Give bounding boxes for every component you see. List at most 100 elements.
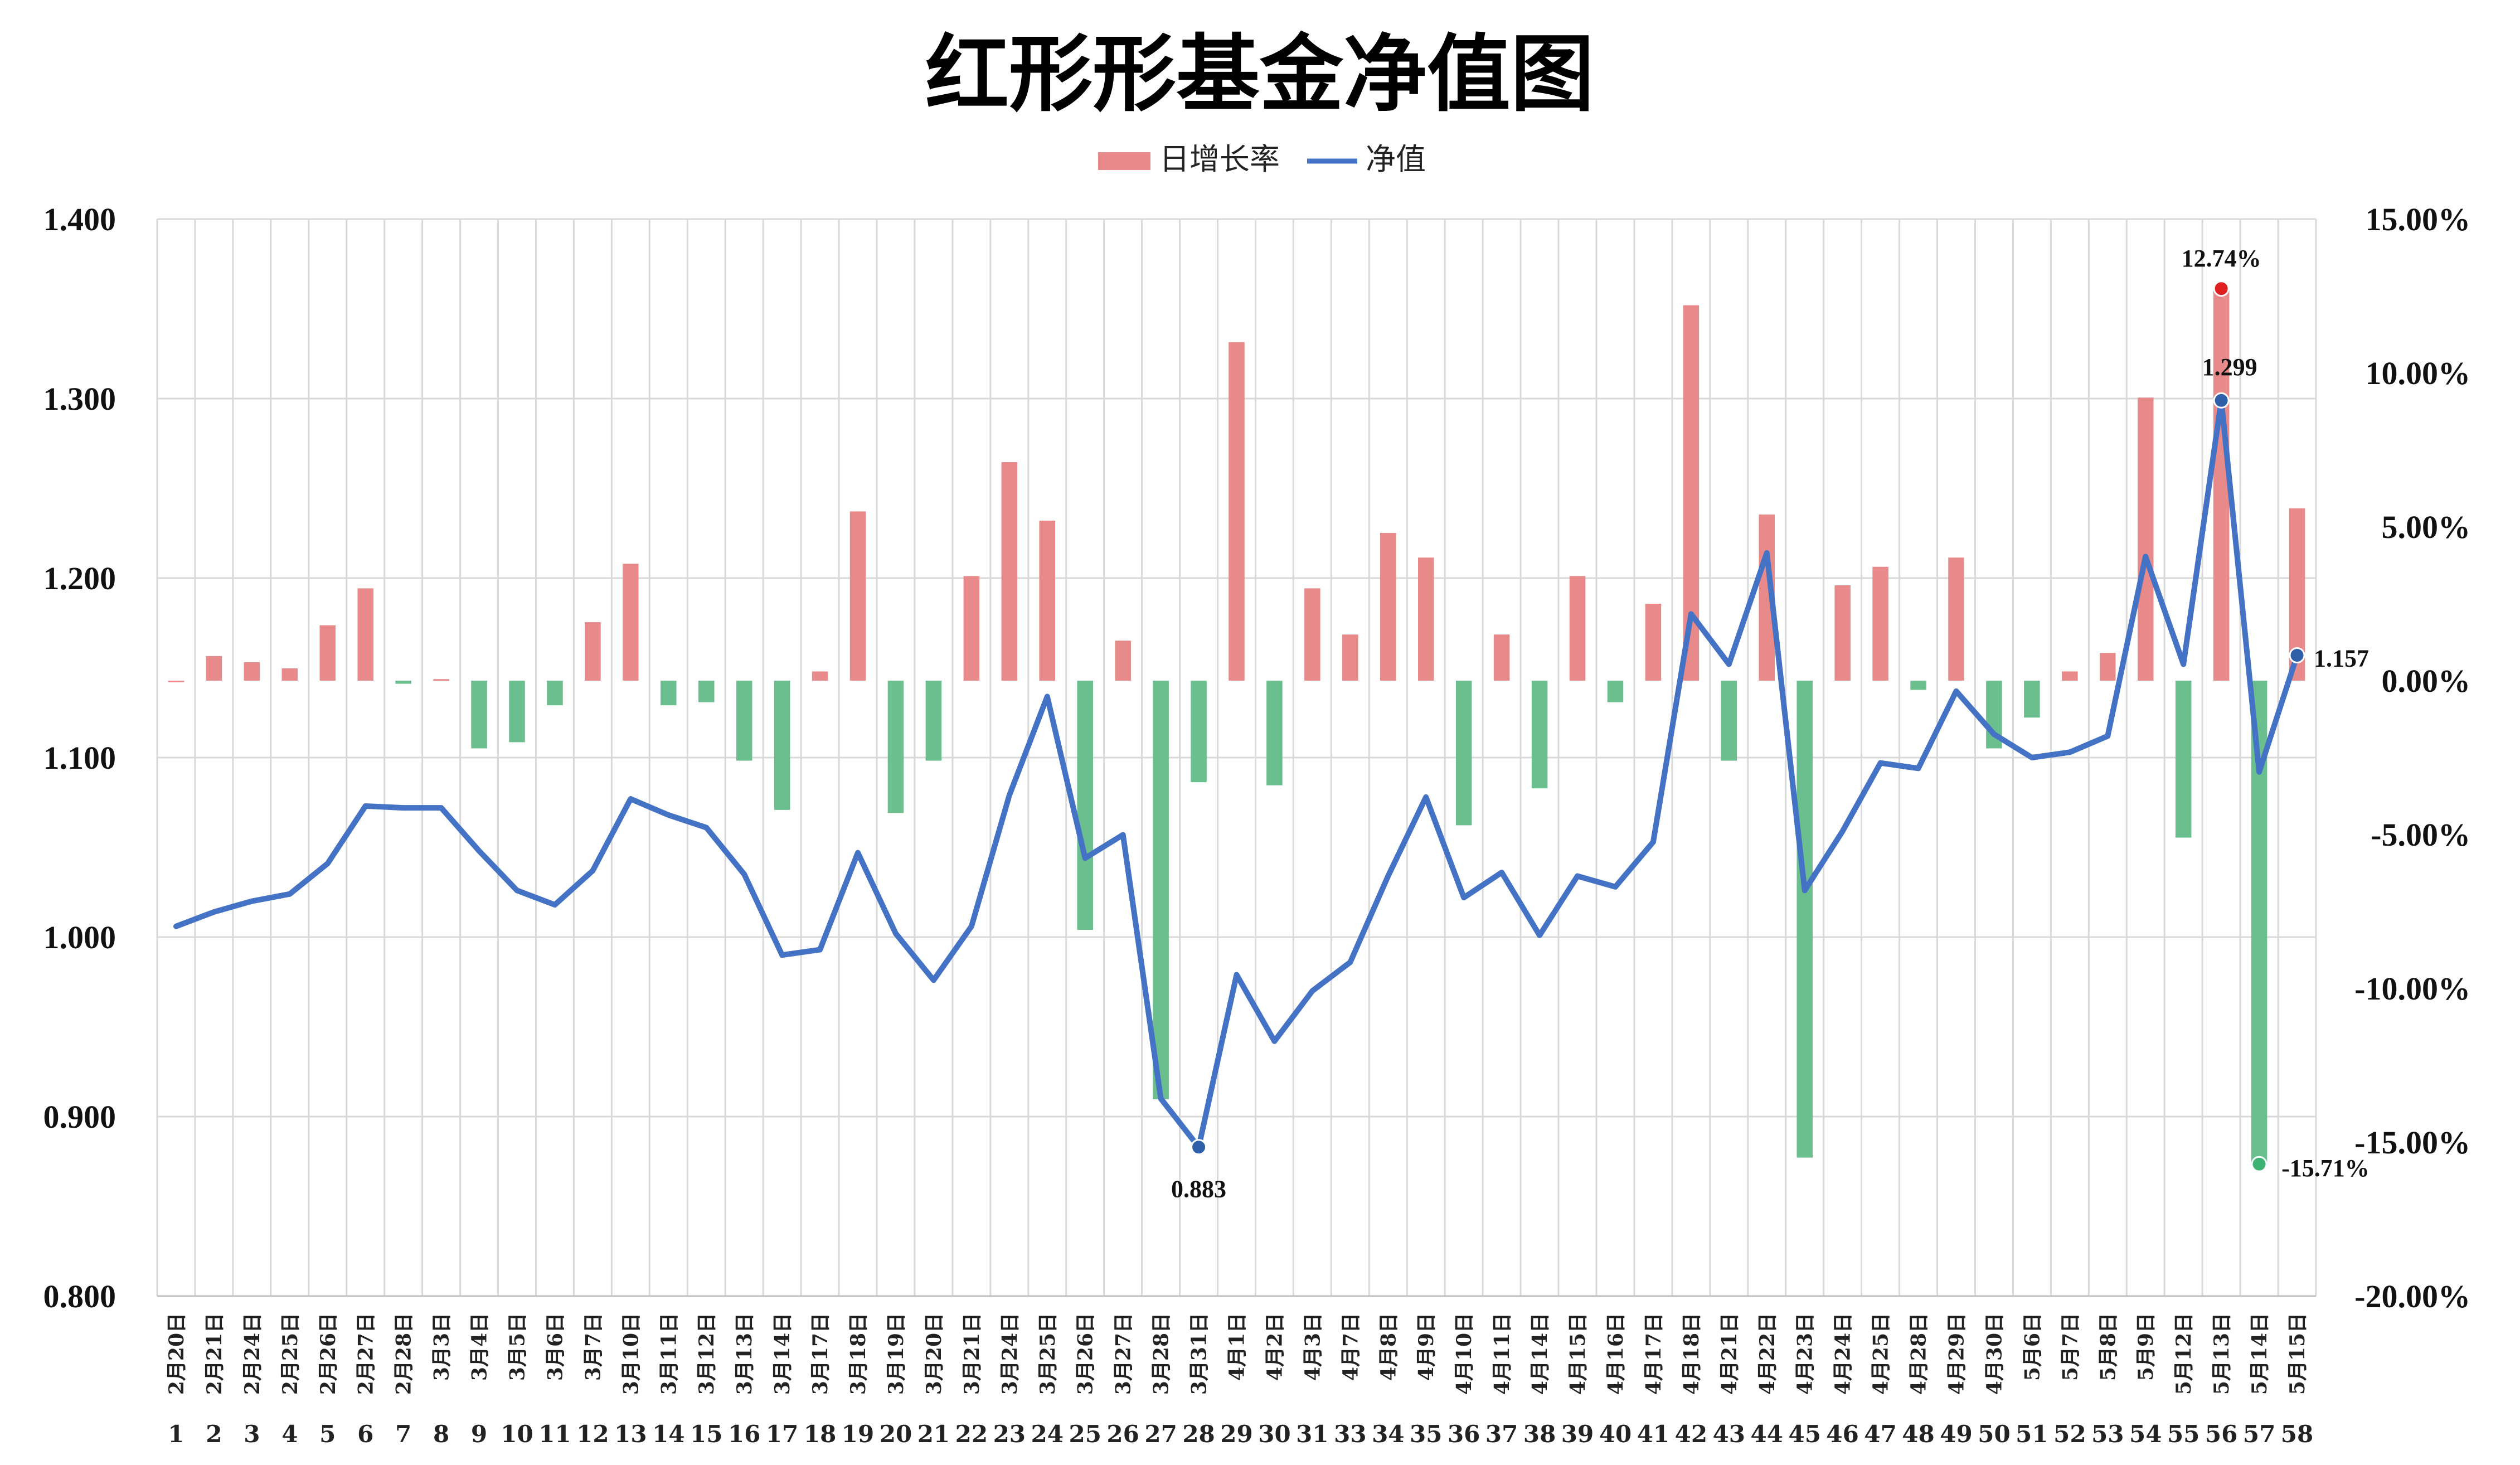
x-date-label-group: 4月17日 xyxy=(1642,1313,1666,1395)
x-date-label: 3月18日 xyxy=(847,1313,870,1395)
x-date-label: 3月19日 xyxy=(885,1313,908,1395)
x-date-label-group: 3月24日 xyxy=(998,1313,1022,1395)
bar-4月29日 xyxy=(1948,557,1964,681)
x-date-label: 2月21日 xyxy=(203,1313,226,1395)
x-date-label: 4月28日 xyxy=(1907,1313,1931,1395)
x-date-label-group: 4月21日 xyxy=(1718,1313,1741,1395)
x-index-label: 18 xyxy=(804,1420,836,1448)
bar-3月3日 xyxy=(433,679,449,681)
x-date-label-group: 2月25日 xyxy=(279,1313,302,1395)
bar-3月19日 xyxy=(887,681,904,813)
x-index-label: 26 xyxy=(1106,1420,1139,1448)
x-date-label: 4月21日 xyxy=(1718,1313,1741,1395)
x-date-label: 3月24日 xyxy=(998,1313,1022,1395)
y-right-tick-label: 10.00% xyxy=(2366,355,2471,391)
bar-4月28日 xyxy=(1910,681,1926,690)
x-date-label: 3月27日 xyxy=(1112,1313,1135,1395)
bar-2月25日 xyxy=(281,668,298,681)
x-index-label: 53 xyxy=(2091,1420,2124,1448)
x-index-label: 3 xyxy=(244,1420,260,1448)
x-index-label: 54 xyxy=(2129,1420,2162,1448)
y-left-tick-label: 1.000 xyxy=(43,919,116,955)
x-index-label: 38 xyxy=(1523,1420,1556,1448)
x-index-label: 25 xyxy=(1069,1420,1101,1448)
x-date-label-group: 4月29日 xyxy=(1945,1313,1969,1395)
x-date-label-group: 4月23日 xyxy=(1794,1313,1817,1395)
x-date-label-group: 4月25日 xyxy=(1870,1313,1893,1395)
x-date-label-group: 3月28日 xyxy=(1150,1313,1173,1395)
bar-4月11日 xyxy=(1493,634,1510,681)
legend-bar-swatch xyxy=(1098,152,1150,170)
bar-4月16日 xyxy=(1607,681,1624,702)
x-date-label: 4月16日 xyxy=(1604,1313,1628,1395)
y-left-tick-label: 1.200 xyxy=(43,560,116,596)
x-date-label-group: 4月14日 xyxy=(1528,1313,1552,1395)
x-date-label: 3月25日 xyxy=(1036,1313,1060,1395)
bar-2月24日 xyxy=(244,662,260,681)
x-date-label: 3月3日 xyxy=(430,1313,454,1381)
x-date-label: 3月14日 xyxy=(771,1313,794,1395)
x-date-label-group: 5月8日 xyxy=(2096,1313,2120,1381)
y-right-tick-label: -5.00% xyxy=(2371,817,2470,853)
x-date-label-group: 5月12日 xyxy=(2172,1313,2196,1395)
bar-3月17日 xyxy=(812,671,828,681)
bar-4月3日 xyxy=(1304,588,1320,681)
x-date-label: 3月11日 xyxy=(657,1313,681,1395)
bar-5月9日 xyxy=(2137,397,2154,681)
x-date-label: 4月8日 xyxy=(1377,1313,1400,1381)
x-index-label: 6 xyxy=(357,1420,373,1448)
x-index-label: 39 xyxy=(1561,1420,1594,1448)
x-date-label-group: 4月10日 xyxy=(1453,1313,1476,1395)
x-date-label: 5月8日 xyxy=(2096,1313,2120,1381)
y-right-tick-label: 5.00% xyxy=(2382,509,2471,545)
x-index-label: 33 xyxy=(1334,1420,1366,1448)
x-index-label: 35 xyxy=(1410,1420,1442,1448)
x-date-label-group: 3月21日 xyxy=(960,1313,984,1395)
x-date-label: 4月22日 xyxy=(1756,1313,1779,1395)
bar-3月27日 xyxy=(1115,641,1131,681)
x-date-label: 3月28日 xyxy=(1150,1313,1173,1395)
x-index-label: 45 xyxy=(1788,1420,1820,1448)
x-date-label-group: 5月14日 xyxy=(2248,1313,2271,1395)
x-date-label: 5月7日 xyxy=(2058,1313,2082,1381)
x-date-label-group: 3月27日 xyxy=(1112,1313,1135,1395)
x-date-label-group: 4月22日 xyxy=(1756,1313,1779,1395)
x-index-label: 13 xyxy=(614,1420,647,1448)
x-index-label: 36 xyxy=(1448,1420,1480,1448)
x-date-label-group: 4月30日 xyxy=(1983,1313,2006,1395)
y-left-tick-label: 0.900 xyxy=(43,1099,116,1135)
x-date-label-group: 4月9日 xyxy=(1415,1313,1438,1381)
x-date-label-group: 5月6日 xyxy=(2021,1313,2044,1381)
x-index-label: 19 xyxy=(842,1420,874,1448)
annotation-min: -15.71% xyxy=(2281,1154,2370,1182)
x-index-label: 46 xyxy=(1826,1420,1858,1448)
x-date-label-group: 3月4日 xyxy=(468,1313,492,1381)
x-date-label: 3月10日 xyxy=(619,1313,643,1395)
x-date-label: 2月27日 xyxy=(355,1313,378,1395)
x-date-label: 4月30日 xyxy=(1983,1313,2006,1395)
x-index-label: 8 xyxy=(433,1420,449,1448)
x-date-label: 4月17日 xyxy=(1642,1313,1666,1395)
y-right-tick-label: -10.00% xyxy=(2354,971,2470,1007)
x-date-label: 5月12日 xyxy=(2172,1313,2196,1395)
x-date-label: 4月23日 xyxy=(1794,1313,1817,1395)
bar-3月26日 xyxy=(1077,681,1093,930)
x-index-label: 9 xyxy=(471,1420,487,1448)
x-index-label: 10 xyxy=(501,1420,533,1448)
y-right-tick-label: -15.00% xyxy=(2354,1124,2470,1161)
x-date-label: 3月26日 xyxy=(1074,1313,1098,1395)
x-index-label: 55 xyxy=(2167,1420,2199,1448)
x-date-label-group: 4月8日 xyxy=(1377,1313,1400,1381)
x-index-label: 47 xyxy=(1864,1420,1896,1448)
x-index-label: 5 xyxy=(319,1420,336,1448)
bar-3月31日 xyxy=(1191,681,1207,783)
annotation-nav: 1.299 xyxy=(2202,353,2257,381)
x-index-label: 2 xyxy=(206,1420,222,1448)
bar-2月26日 xyxy=(319,625,336,681)
x-date-label: 2月26日 xyxy=(317,1313,340,1395)
chart-title: 红形形基金净值图 xyxy=(925,25,1594,123)
x-date-label: 2月25日 xyxy=(279,1313,302,1395)
bar-3月10日 xyxy=(623,564,639,681)
x-index-label: 41 xyxy=(1637,1420,1669,1448)
bar-5月7日 xyxy=(2062,671,2078,681)
